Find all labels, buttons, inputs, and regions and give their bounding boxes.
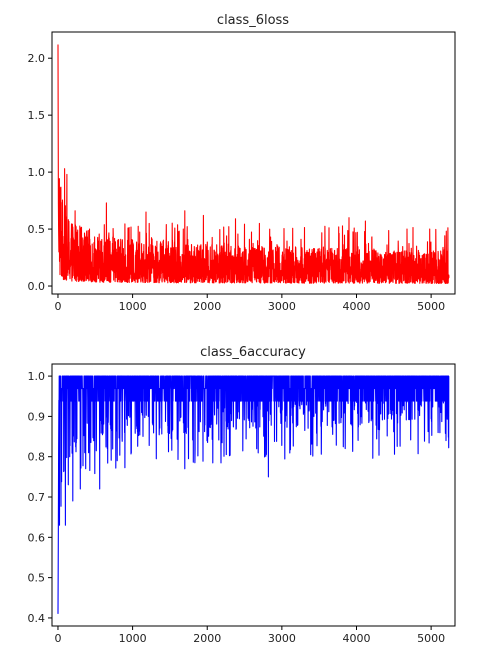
accuracy-y-tick-label: 0.9 [28, 410, 46, 423]
loss-x-axis: 0 1000 2000 3000 4000 5000 [54, 294, 445, 313]
loss-y-tick-label: 0.0 [28, 280, 46, 293]
loss-x-tick-label: 2000 [193, 300, 221, 313]
accuracy-y-tick-label: 0.8 [28, 451, 46, 464]
loss-x-tick-label: 0 [54, 300, 61, 313]
loss-y-tick-label: 1.5 [28, 109, 46, 122]
accuracy-x-tick-label: 5000 [417, 632, 445, 645]
loss-x-tick-label: 1000 [119, 300, 147, 313]
loss-chart: class_6loss 0 1000 2000 3000 4000 5000 0.0 0.5… [28, 13, 456, 313]
accuracy-y-tick-label: 0.6 [28, 531, 46, 544]
accuracy-y-tick-label: 0.5 [28, 572, 46, 585]
accuracy-chart: class_6accuracy 0 1000 2000 3000 4000 5000 0.… [28, 345, 456, 645]
accuracy-y-tick-label: 0.7 [28, 491, 46, 504]
accuracy-x-axis: 0 1000 2000 3000 4000 5000 [54, 626, 445, 645]
loss-y-tick-label: 2.0 [28, 52, 46, 65]
loss-axes-frame [51, 31, 456, 295]
accuracy-x-tick-label: 3000 [268, 632, 296, 645]
loss-plot-area [57, 44, 450, 284]
accuracy-x-tick-label: 0 [54, 632, 61, 645]
loss-chart-title: class_6loss [217, 13, 289, 28]
loss-x-tick-label: 5000 [417, 300, 445, 313]
accuracy-x-tick-label: 1000 [119, 632, 147, 645]
loss-series-line [57, 44, 450, 284]
loss-y-axis: 0.0 0.5 1.0 1.5 2.0 [28, 52, 52, 293]
accuracy-y-tick-label: 0.4 [28, 612, 46, 625]
accuracy-x-tick-label: 2000 [193, 632, 221, 645]
accuracy-axes-frame [51, 363, 456, 627]
loss-x-tick-label: 3000 [268, 300, 296, 313]
accuracy-y-axis: 0.4 0.5 0.6 0.7 0.8 0.9 1.0 [28, 370, 52, 625]
loss-y-tick-label: 1.0 [28, 166, 46, 179]
accuracy-chart-title: class_6accuracy [200, 345, 306, 360]
accuracy-series-line [57, 375, 450, 614]
accuracy-y-tick-label: 1.0 [28, 370, 46, 383]
accuracy-plot-area [57, 375, 450, 614]
accuracy-x-tick-label: 4000 [342, 632, 370, 645]
loss-x-tick-label: 4000 [342, 300, 370, 313]
loss-y-tick-label: 0.5 [28, 223, 46, 236]
